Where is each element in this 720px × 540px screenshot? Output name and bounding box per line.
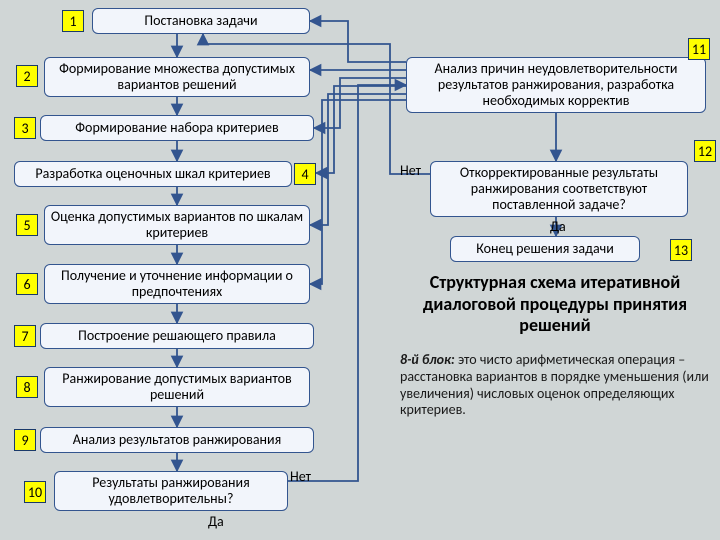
flow-box-b10: Результаты ранжирования удовлетворительн… xyxy=(54,471,288,511)
arrow-a11_to6 xyxy=(310,100,406,284)
branch-label-yes12: Да xyxy=(550,219,566,236)
flow-box-b8: Ранжирование допустимых вариантов решени… xyxy=(44,367,310,407)
flow-box-b4: Разработка оценочных шкал критериев xyxy=(14,161,292,187)
flow-box-b2: Формирование множества допустимых вариан… xyxy=(44,57,310,97)
branch-label-no12: Нет xyxy=(400,163,421,180)
flow-box-b12: Откорректированные результаты ранжирован… xyxy=(430,161,688,217)
branch-label-no10: Нет xyxy=(290,469,311,486)
arrow-a11_to5 xyxy=(310,94,406,225)
step-number-13: 13 xyxy=(670,239,692,261)
step-number-5: 5 xyxy=(16,214,38,236)
flow-box-b6: Получение и уточнение информации о предп… xyxy=(44,264,310,304)
diagram-title: Структурная схема итеративной диалоговой… xyxy=(400,272,710,337)
flow-box-b13: Конец решения задачи xyxy=(450,236,640,262)
step-number-12: 12 xyxy=(694,140,716,162)
flow-box-b1: Постановка задачи xyxy=(92,8,310,34)
step-number-1: 1 xyxy=(62,10,84,32)
arrow-a11_to3 xyxy=(314,78,406,128)
note-prefix: 8-й блок: xyxy=(400,351,455,368)
flow-box-b9: Анализ результатов ранжирования xyxy=(40,427,314,453)
flow-box-b7: Построение решающего правила xyxy=(40,323,314,349)
step-number-3: 3 xyxy=(14,117,36,139)
arrow-a11_to1 xyxy=(310,21,406,62)
arrow-a11_to4 xyxy=(316,86,406,173)
step-number-10: 10 xyxy=(24,481,46,503)
flow-box-b3: Формирование набора критериев xyxy=(40,115,314,141)
note-block-8: 8-й блок: это чисто арифметическая опера… xyxy=(400,352,710,419)
flow-box-b11: Анализ причин неудовлетворитель­ности ре… xyxy=(406,57,706,113)
step-number-2: 2 xyxy=(16,65,38,87)
step-number-8: 8 xyxy=(16,376,38,398)
arrow-a12_no_to1 xyxy=(203,34,430,174)
step-number-11: 11 xyxy=(688,38,710,60)
step-number-9: 9 xyxy=(14,429,36,451)
flow-box-b5: Оценка допустимых вариантов по шкалам кр… xyxy=(44,205,310,245)
step-number-7: 7 xyxy=(14,325,36,347)
branch-label-yes10: Да xyxy=(208,514,224,531)
step-number-4: 4 xyxy=(294,163,316,185)
step-number-6: 6 xyxy=(16,273,38,295)
